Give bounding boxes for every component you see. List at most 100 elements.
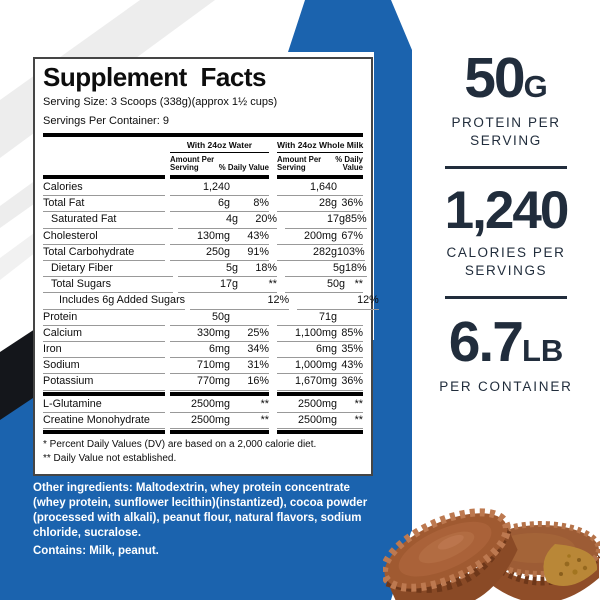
dv-header-water: % Daily Value bbox=[218, 163, 269, 173]
daily-value-cell: 8% bbox=[253, 197, 269, 210]
thick-section-rule bbox=[43, 430, 363, 435]
amount-cell: 330mg bbox=[196, 326, 230, 339]
panel-title: Supplement Facts bbox=[43, 62, 266, 92]
nutrition-row: Dietary Fiber 5g 18% 5g 18% bbox=[43, 261, 367, 278]
amount-cell: 2500mg bbox=[297, 413, 337, 426]
nutrient-name: Sodium bbox=[43, 358, 165, 375]
column-group-headers: With 24oz Water With 24oz Whole Milk bbox=[43, 140, 364, 153]
daily-value-cell bbox=[230, 310, 269, 325]
daily-value-cell: 31% bbox=[247, 359, 269, 372]
nutrition-row: Potassium 770mg 16% 1,670mg 36% bbox=[43, 374, 363, 391]
nutrient-name: Dietary Fiber bbox=[43, 261, 173, 278]
amount-header-milk: Amount Per Serving bbox=[277, 154, 322, 173]
amount-cell: 1,670mg bbox=[294, 375, 337, 388]
daily-value-cell bbox=[230, 180, 269, 195]
daily-value-cell: 85% bbox=[341, 326, 363, 339]
nutrient-name: Iron bbox=[43, 342, 165, 359]
group-header-water: With 24oz Water bbox=[170, 140, 269, 153]
thick-section-rule bbox=[43, 391, 363, 396]
front-cup bbox=[383, 508, 518, 600]
nutrition-row: Calories 1,240 1,640 bbox=[43, 180, 363, 197]
daily-value-cell: 18% bbox=[345, 262, 367, 275]
daily-value-cell: ** bbox=[354, 278, 363, 291]
amount-cell: 6g bbox=[217, 197, 230, 210]
daily-value-cell bbox=[337, 180, 363, 195]
footnote-dv: * Percent Daily Values (DV) are based on… bbox=[43, 439, 317, 451]
daily-value-cell: ** bbox=[260, 397, 269, 410]
footnote-not-established: ** Daily Value not established. bbox=[43, 452, 177, 464]
divider bbox=[445, 296, 567, 300]
divider bbox=[445, 166, 567, 170]
amount-cell: 4g bbox=[225, 213, 238, 226]
supplement-facts-panel: Supplement Facts Serving Size: 3 Scoops … bbox=[33, 57, 379, 476]
column-subheaders: Amount Per Serving % Daily Value Amount … bbox=[43, 154, 363, 173]
back-cup bbox=[480, 521, 600, 600]
servings-per-container: Servings Per Container: 9 bbox=[43, 114, 169, 127]
daily-value-cell: 18% bbox=[255, 262, 277, 275]
thick-section-rule bbox=[43, 175, 363, 180]
amount-cell: 71g bbox=[318, 310, 337, 323]
amount-cell: 17g bbox=[326, 213, 345, 226]
amount-cell: 710mg bbox=[196, 359, 230, 372]
daily-value-cell: 35% bbox=[341, 343, 363, 356]
callout-calories: 1,240 CALORIES PER SERVINGS bbox=[412, 184, 600, 279]
marketing-callouts: 50G PROTEIN PER SERVING 1,240 CALORIES P… bbox=[412, 0, 600, 396]
daily-value-cell: 36% bbox=[341, 197, 363, 210]
daily-value-cell: 43% bbox=[247, 229, 269, 242]
nutrient-name: L-Glutamine bbox=[43, 397, 165, 413]
callout-protein: 50G PROTEIN PER SERVING bbox=[412, 50, 600, 149]
footnotes: * Percent Daily Values (DV) are based on… bbox=[43, 438, 363, 465]
nutrient-name: Total Fat bbox=[43, 196, 165, 213]
nutrition-row: Protein 50g 71g bbox=[43, 310, 363, 326]
amount-cell: 5g bbox=[225, 262, 238, 275]
amount-cell: 50g bbox=[211, 310, 230, 323]
amount-cell: 2500mg bbox=[190, 397, 230, 410]
daily-value-cell: 20% bbox=[255, 213, 277, 226]
daily-value-cell: 25% bbox=[247, 326, 269, 339]
nutrition-row: Includes 6g Added Sugars 12% 12% bbox=[43, 293, 379, 310]
amount-cell: 200mg bbox=[303, 229, 337, 242]
nutrition-row: Total Sugars 17g ** 50g ** bbox=[43, 277, 363, 294]
dv-header-milk: % Daily Value bbox=[335, 154, 363, 173]
amount-cell bbox=[297, 293, 357, 308]
amount-cell: 6mg bbox=[208, 343, 230, 356]
amount-cell: 6mg bbox=[315, 343, 337, 356]
nutrition-row: Sodium 710mg 31% 1,000mg 43% bbox=[43, 358, 363, 375]
daily-value-cell: ** bbox=[354, 413, 363, 426]
nutrition-rows: Calories 1,240 1,640 Total Fat 6g 8% 28g 36% Sat… bbox=[43, 175, 379, 435]
blue-vertical-band bbox=[288, 0, 412, 600]
weight-label: PER CONTAINER bbox=[439, 379, 573, 395]
daily-value-cell bbox=[337, 310, 363, 325]
amount-header-water: Amount Per Serving bbox=[170, 154, 215, 173]
amount-cell: 1,100mg bbox=[294, 326, 337, 339]
product-photo-peanut-butter-cups bbox=[383, 440, 600, 600]
daily-value-cell: ** bbox=[260, 413, 269, 426]
amount-cell: 1,240 bbox=[202, 181, 230, 194]
amount-cell: 5g bbox=[332, 262, 345, 275]
amount-cell: 50g bbox=[326, 278, 345, 291]
other-ingredients-text: Other ingredients: Maltodextrin, whey pr… bbox=[33, 482, 368, 539]
weight-value: 6.7LB bbox=[448, 310, 564, 375]
nutrient-name: Calories bbox=[43, 180, 165, 197]
calories-value: 1,240 bbox=[444, 181, 570, 241]
nutrient-name: Total Carbohydrate bbox=[43, 245, 165, 262]
nutrition-row: Total Fat 6g 8% 28g 36% bbox=[43, 196, 363, 213]
nutrition-row: Saturated Fat 4g 20% 17g 85% bbox=[43, 212, 367, 229]
nutrient-name: Calcium bbox=[43, 326, 165, 343]
protein-label: PROTEIN PER SERVING bbox=[451, 115, 561, 148]
nutrition-row: L-Glutamine 2500mg ** 2500mg ** bbox=[43, 397, 363, 413]
amount-cell: 770mg bbox=[196, 375, 230, 388]
amount-cell: 17g bbox=[219, 278, 238, 291]
calories-label: CALORIES PER SERVINGS bbox=[446, 245, 566, 278]
nutrient-name: Includes 6g Added Sugars bbox=[43, 293, 186, 310]
daily-value-cell: 91% bbox=[247, 245, 269, 258]
nutrient-name: Creatine Monohydrate bbox=[43, 413, 165, 430]
nutrient-name: Potassium bbox=[43, 374, 165, 391]
amount-cell: 250g bbox=[205, 245, 230, 258]
group-header-milk: With 24oz Whole Milk bbox=[277, 140, 364, 153]
nutrition-row: Iron 6mg 34% 6mg 35% bbox=[43, 342, 363, 359]
protein-value: 50G bbox=[464, 46, 548, 110]
nutrient-name: Saturated Fat bbox=[43, 212, 173, 229]
callout-weight: 6.7LB PER CONTAINER bbox=[412, 314, 600, 396]
contains-statement: Contains: Milk, peanut. bbox=[33, 545, 159, 557]
